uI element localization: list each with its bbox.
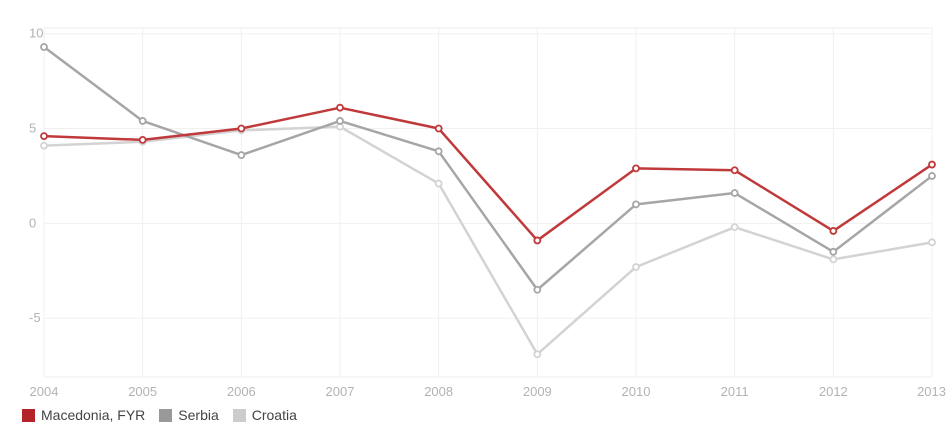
data-point[interactable]	[829, 255, 838, 264]
data-point[interactable]	[829, 227, 838, 235]
data-point[interactable]	[730, 223, 739, 232]
legend-swatch-serbia	[159, 408, 173, 422]
y-tick-label: 5	[29, 121, 36, 136]
legend-swatch-croatia	[232, 408, 246, 422]
data-point[interactable]	[632, 200, 640, 209]
series-serbia	[40, 43, 936, 294]
y-tick-label: 10	[29, 26, 43, 41]
data-point[interactable]	[40, 132, 48, 141]
legend-swatch-macedonia	[22, 408, 35, 422]
x-tick-label: 2005	[128, 384, 157, 399]
data-point[interactable]	[829, 247, 838, 256]
legend-item-macedonia[interactable]: Macedonia, FYR	[22, 407, 145, 423]
data-point[interactable]	[533, 236, 542, 245]
data-point[interactable]	[730, 166, 739, 175]
grid	[43, 27, 933, 378]
series-line	[42, 106, 934, 242]
y-axis-ticks: 10 5 0 -5	[29, 26, 43, 326]
data-point[interactable]	[730, 189, 739, 197]
x-tick-label: 2010	[622, 384, 651, 399]
x-tick-label: 2009	[523, 384, 552, 399]
data-point[interactable]	[237, 151, 246, 159]
data-point[interactable]	[533, 350, 542, 359]
data-point[interactable]	[632, 164, 640, 173]
data-point[interactable]	[434, 179, 443, 188]
series-croatia	[40, 122, 936, 359]
legend-item-serbia[interactable]: Serbia	[159, 407, 219, 423]
series-line	[42, 45, 934, 291]
legend-item-croatia[interactable]: Croatia	[232, 407, 297, 423]
data-point[interactable]	[928, 238, 936, 247]
data-point[interactable]	[533, 285, 542, 294]
series	[40, 43, 936, 359]
x-tick-label: 2008	[424, 384, 453, 399]
data-point[interactable]	[40, 43, 48, 51]
data-point[interactable]	[138, 117, 147, 125]
legend-label-serbia: Serbia	[178, 407, 219, 423]
legend: Macedonia, FYR Serbia Croatia	[22, 407, 297, 423]
data-point[interactable]	[434, 147, 443, 156]
data-point[interactable]	[928, 160, 936, 169]
data-point[interactable]	[138, 136, 147, 144]
x-tick-label: 2013	[917, 384, 946, 399]
y-tick-label: -5	[29, 310, 41, 325]
x-tick-label: 2012	[819, 384, 848, 399]
x-tick-label: 2006	[227, 384, 256, 399]
data-point[interactable]	[336, 117, 344, 125]
data-point[interactable]	[237, 124, 246, 133]
x-tick-label: 2011	[721, 384, 749, 399]
x-tick-label: 2007	[326, 384, 355, 399]
data-point[interactable]	[928, 172, 936, 180]
data-point[interactable]	[632, 263, 640, 271]
x-tick-label: 2004	[30, 384, 59, 399]
plot-frame	[43, 27, 933, 378]
series-line	[42, 125, 934, 356]
y-tick-label: 0	[29, 215, 36, 230]
legend-label-macedonia: Macedonia, FYR	[41, 407, 146, 423]
series-macedonia-fyr	[40, 103, 936, 245]
legend-label-croatia: Croatia	[251, 407, 297, 423]
data-point[interactable]	[40, 141, 48, 150]
data-point[interactable]	[434, 124, 443, 133]
x-axis-ticks: 2004 2005 2006 2007 2008 2009 2010 2011 2012 2013	[30, 384, 946, 399]
data-point[interactable]	[336, 103, 344, 112]
